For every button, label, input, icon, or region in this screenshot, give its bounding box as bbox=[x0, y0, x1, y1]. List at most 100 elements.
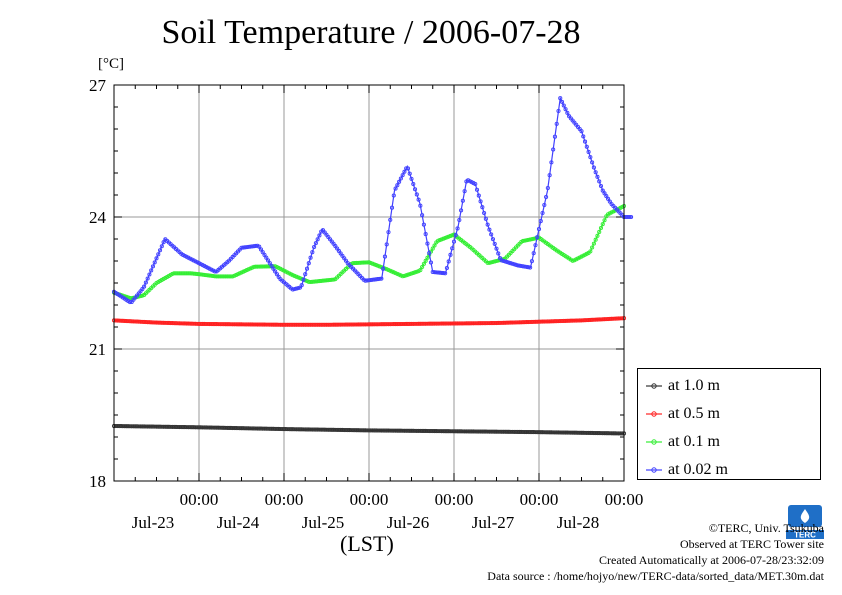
data-point bbox=[407, 171, 412, 176]
data-point bbox=[150, 264, 156, 269]
data-point bbox=[579, 129, 584, 134]
y-axis-unit: [°C] bbox=[98, 56, 124, 72]
data-point bbox=[428, 260, 434, 265]
data-point bbox=[212, 269, 217, 274]
created-timestamp-text: Created Automatically at 2006-07-28/23:3… bbox=[599, 553, 824, 567]
data-point bbox=[441, 271, 446, 276]
data-point bbox=[489, 260, 494, 265]
data-point bbox=[540, 211, 545, 216]
data-point bbox=[565, 110, 570, 115]
data-point bbox=[598, 225, 604, 231]
data-point bbox=[459, 208, 464, 213]
x-tick-date-label: Jul-26 bbox=[387, 513, 430, 532]
data-point bbox=[430, 246, 435, 251]
data-point bbox=[485, 222, 490, 227]
data-point bbox=[561, 103, 566, 108]
series-at-1-0-m bbox=[111, 423, 627, 436]
data-point bbox=[301, 277, 306, 282]
data-point bbox=[462, 189, 467, 194]
data-point bbox=[490, 237, 496, 242]
x-tick-date-label: Jul-27 bbox=[472, 513, 515, 532]
data-point bbox=[526, 265, 531, 270]
data-point bbox=[529, 237, 534, 242]
data-point bbox=[304, 266, 310, 271]
data-point bbox=[377, 276, 382, 281]
data-point bbox=[535, 235, 540, 240]
data-point bbox=[590, 245, 595, 250]
data-point bbox=[510, 261, 515, 266]
x-tick-time-label: 00:00 bbox=[180, 490, 219, 509]
data-point bbox=[552, 134, 557, 139]
y-tick-label: 18 bbox=[89, 472, 106, 491]
data-point bbox=[593, 170, 598, 175]
data-point bbox=[448, 252, 453, 257]
data-point bbox=[476, 193, 481, 198]
data-point bbox=[547, 173, 552, 178]
data-point bbox=[602, 218, 607, 223]
data-point bbox=[503, 259, 508, 264]
x-tick-time-label: 00:00 bbox=[520, 490, 559, 509]
data-point bbox=[432, 243, 437, 248]
data-point bbox=[453, 232, 458, 238]
data-point bbox=[381, 266, 386, 271]
data-point bbox=[506, 260, 511, 265]
data-point bbox=[393, 186, 398, 191]
data-point bbox=[294, 286, 299, 291]
data-point bbox=[474, 187, 480, 192]
data-point bbox=[425, 241, 430, 246]
data-point bbox=[524, 238, 529, 243]
data-point bbox=[423, 232, 428, 237]
x-tick-date-label: Jul-28 bbox=[557, 513, 600, 532]
series-at-0-02-m bbox=[111, 96, 634, 305]
data-point bbox=[271, 266, 276, 271]
data-point bbox=[457, 217, 462, 223]
plot-border bbox=[113, 84, 625, 482]
data-point bbox=[521, 238, 526, 244]
terc-logo: TERC bbox=[786, 505, 824, 540]
data-point bbox=[455, 226, 460, 231]
data-point bbox=[262, 252, 267, 257]
data-point bbox=[411, 182, 416, 187]
legend-entry: at 1.0 m bbox=[646, 373, 720, 399]
data-point bbox=[558, 96, 563, 101]
data-point bbox=[264, 255, 269, 260]
data-point bbox=[604, 194, 609, 199]
data-point bbox=[513, 262, 519, 267]
data-point bbox=[512, 262, 517, 267]
data-point bbox=[473, 181, 478, 187]
data-point bbox=[526, 237, 531, 242]
data-point bbox=[269, 263, 274, 269]
data-point bbox=[395, 183, 400, 188]
data-point bbox=[554, 121, 559, 126]
data-point bbox=[606, 196, 611, 201]
data-point bbox=[388, 217, 393, 222]
data-point bbox=[412, 187, 418, 192]
data-point bbox=[483, 216, 488, 221]
data-point bbox=[382, 254, 387, 259]
data-point bbox=[409, 176, 414, 181]
legend-swatch bbox=[646, 411, 662, 417]
data-point bbox=[317, 233, 322, 238]
data-point bbox=[292, 286, 297, 292]
data-point bbox=[331, 277, 336, 282]
data-point bbox=[590, 160, 595, 165]
x-tick-time-label: 00:00 bbox=[350, 490, 389, 509]
data-point bbox=[257, 244, 262, 249]
data-point bbox=[384, 242, 389, 247]
x-tick-time-label: 00:00 bbox=[265, 490, 304, 509]
x-tick-time-label: 00:00 bbox=[435, 490, 474, 509]
data-point bbox=[545, 185, 550, 191]
data-point bbox=[600, 188, 605, 193]
data-point bbox=[308, 255, 313, 260]
copyright-text: ©TERC, Univ. Tsukuba bbox=[708, 521, 824, 535]
data-point bbox=[400, 173, 405, 178]
data-point bbox=[489, 232, 494, 237]
data-point bbox=[598, 183, 604, 189]
data-point bbox=[487, 260, 492, 265]
data-point bbox=[156, 252, 161, 257]
data-point bbox=[416, 197, 421, 202]
data-point bbox=[584, 144, 589, 149]
data-point bbox=[423, 258, 428, 263]
data-point bbox=[595, 174, 600, 179]
